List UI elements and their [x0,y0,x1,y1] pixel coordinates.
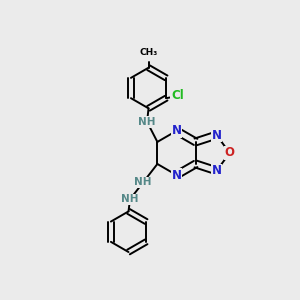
Text: CH₃: CH₃ [140,48,158,57]
Text: N: N [212,129,222,142]
Text: N: N [172,124,182,137]
Text: NH: NH [121,194,139,204]
Text: O: O [225,146,235,159]
Text: NH: NH [138,117,156,127]
Text: N: N [172,169,182,182]
Text: Cl: Cl [171,89,184,102]
Text: N: N [212,164,222,177]
Text: NH: NH [134,177,152,187]
